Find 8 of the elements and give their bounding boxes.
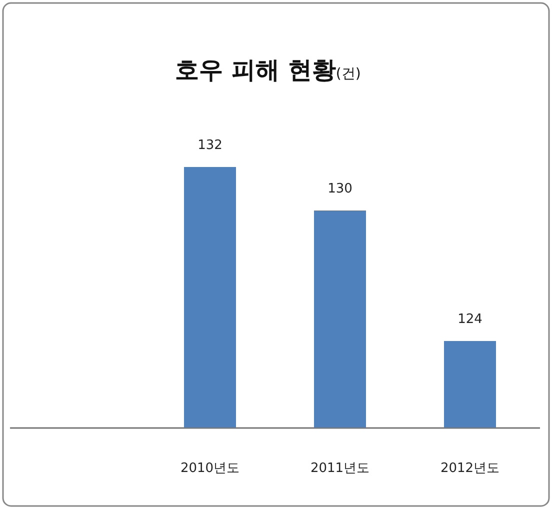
x-tick-label: 2010년도 [180,461,240,476]
x-tick-label: 2012년도 [440,461,500,476]
data-label: 124 [458,312,482,327]
chart-title: 호우 피해 현황 [175,56,336,84]
data-label: 130 [328,182,352,196]
data-label: 132 [198,138,222,153]
chart-subtitle: (건) [336,66,361,82]
x-tick-label: 2011년도 [310,461,370,476]
